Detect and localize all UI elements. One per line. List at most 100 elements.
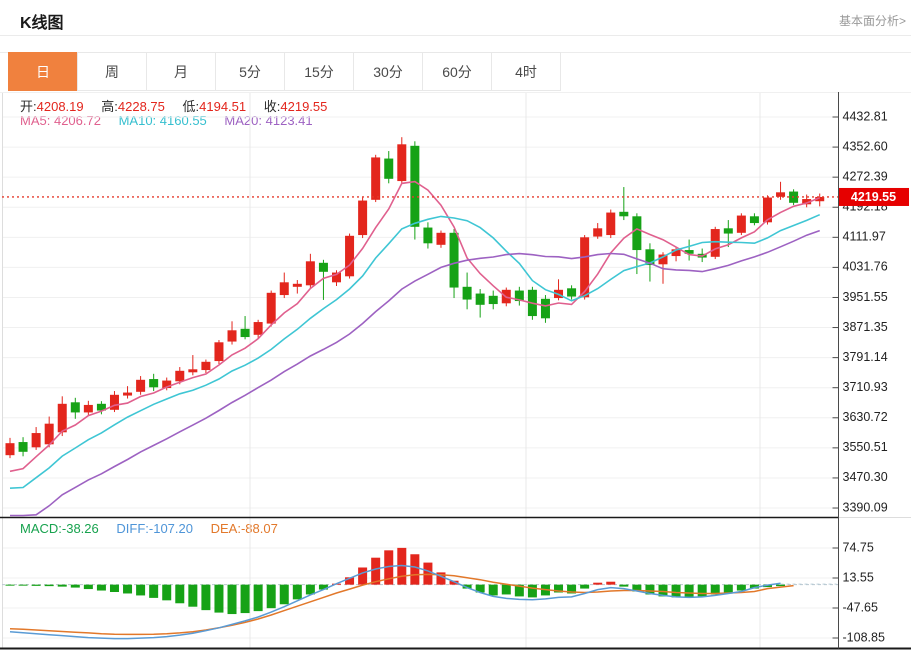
tab-period-6[interactable]: 30分 xyxy=(353,52,423,91)
candle xyxy=(332,270,341,287)
high-label: 高: xyxy=(101,99,118,114)
last-price-badge: 4219.55 xyxy=(839,187,909,206)
candle xyxy=(188,355,198,376)
candle xyxy=(44,416,54,448)
candle xyxy=(371,154,381,203)
candle xyxy=(18,437,28,457)
ohlc-legend: 开:4208.19 高:4228.75 低:4194.51 收:4219.55 xyxy=(20,96,341,115)
diff-value-legend: DIFF:-107.20 xyxy=(116,521,193,536)
candle xyxy=(305,253,315,288)
candle xyxy=(593,223,603,239)
candle xyxy=(475,289,485,318)
low-label: 低: xyxy=(182,99,200,114)
svg-text:3550.51: 3550.51 xyxy=(843,440,888,454)
svg-text:4272.39: 4272.39 xyxy=(843,169,888,183)
ma5-line xyxy=(9,180,821,473)
ma10-line xyxy=(9,213,821,489)
svg-text:3710.93: 3710.93 xyxy=(843,380,888,394)
candle xyxy=(240,316,250,340)
candle xyxy=(567,285,577,300)
candle xyxy=(710,226,720,260)
macd-histogram xyxy=(5,547,786,615)
candle xyxy=(736,213,746,236)
svg-text:4352.60: 4352.60 xyxy=(843,139,888,153)
candle xyxy=(292,280,302,294)
svg-text:4111.97: 4111.97 xyxy=(843,230,886,244)
candle xyxy=(149,373,159,392)
candle xyxy=(619,187,629,221)
svg-text:74.75: 74.75 xyxy=(843,540,874,554)
candle xyxy=(802,194,812,208)
svg-text:-47.65: -47.65 xyxy=(843,600,878,614)
fundamental-analysis-link[interactable]: 基本面分析> xyxy=(838,14,906,28)
low-value: 4194.51 xyxy=(199,99,247,114)
candle xyxy=(358,197,368,239)
svg-text:3390.09: 3390.09 xyxy=(843,500,888,514)
close-label: 收: xyxy=(263,99,281,114)
candle xyxy=(123,386,133,399)
tab-period-3[interactable]: 月 xyxy=(146,52,216,91)
candle xyxy=(279,272,289,299)
candle xyxy=(70,397,80,419)
candle xyxy=(227,321,237,345)
candle xyxy=(462,272,472,310)
tab-period-7[interactable]: 60分 xyxy=(422,52,492,91)
candle xyxy=(540,295,550,323)
candle xyxy=(514,286,524,306)
svg-text:-108.85: -108.85 xyxy=(843,630,885,644)
candle xyxy=(96,401,106,415)
svg-text:3791.14: 3791.14 xyxy=(843,350,888,364)
svg-text:4031.76: 4031.76 xyxy=(843,260,888,274)
svg-text:3630.72: 3630.72 xyxy=(843,410,888,424)
candle xyxy=(815,193,825,207)
ma20-line xyxy=(10,229,820,517)
svg-text:4432.81: 4432.81 xyxy=(843,109,888,123)
diff-line xyxy=(9,564,781,640)
svg-text:4219.55: 4219.55 xyxy=(851,190,896,204)
candle xyxy=(423,222,433,249)
svg-text:3470.30: 3470.30 xyxy=(843,470,888,484)
candle xyxy=(214,340,224,365)
header-divider xyxy=(0,35,911,36)
price-axis: 4432.814352.604272.394192.184111.974031.… xyxy=(832,92,888,649)
candle xyxy=(201,359,211,374)
svg-text:3951.55: 3951.55 xyxy=(843,290,888,304)
tab-period-4[interactable]: 5分 xyxy=(215,52,285,91)
open-value: 4208.19 xyxy=(36,99,84,114)
candle xyxy=(554,279,564,301)
macd-value-legend: MACD:-38.26 xyxy=(20,521,99,536)
candle xyxy=(749,213,759,226)
candle xyxy=(776,181,786,200)
candle xyxy=(632,213,642,275)
candle xyxy=(136,376,146,395)
candle xyxy=(606,209,616,239)
dea-line xyxy=(9,573,794,636)
candle xyxy=(436,230,446,248)
candle xyxy=(488,290,498,310)
candle xyxy=(384,151,394,184)
candle xyxy=(31,427,41,450)
period-tabbar: 日周月 5分 15分 30分 60分 4时 xyxy=(8,52,561,91)
candle xyxy=(345,233,355,279)
tab-period-8[interactable]: 4时 xyxy=(491,52,561,91)
close-value: 4219.55 xyxy=(280,99,328,114)
candle xyxy=(109,391,119,413)
candle xyxy=(580,235,590,300)
candle xyxy=(318,259,328,300)
candle xyxy=(684,239,694,261)
candle xyxy=(83,400,93,416)
tab-period-2[interactable]: 周 xyxy=(77,52,147,91)
candle xyxy=(397,137,407,184)
tab-period-5[interactable]: 15分 xyxy=(284,52,354,91)
tab-period-1[interactable]: 日 xyxy=(8,52,78,91)
kline-chart-canvas[interactable]: 4432.814352.604272.394192.184111.974031.… xyxy=(0,92,911,650)
candle xyxy=(162,377,172,391)
high-value: 4228.75 xyxy=(117,99,165,114)
candle xyxy=(266,290,276,327)
candle xyxy=(57,396,67,437)
open-label: 开: xyxy=(20,99,37,114)
svg-text:3871.35: 3871.35 xyxy=(843,320,888,334)
gridlines xyxy=(0,92,911,649)
svg-text:13.55: 13.55 xyxy=(843,570,874,584)
